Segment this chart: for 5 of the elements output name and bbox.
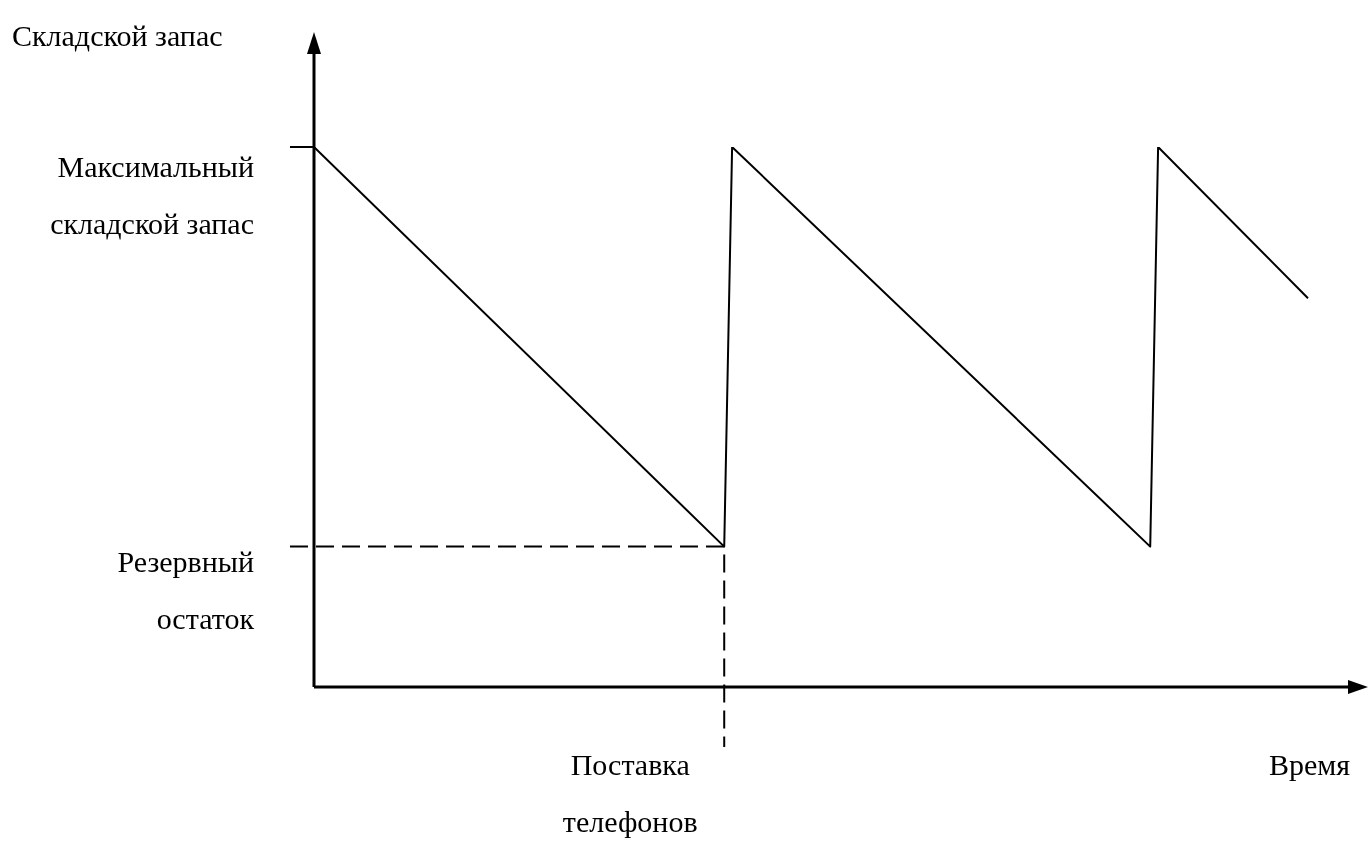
x-axis-title: Время xyxy=(1268,747,1351,781)
y-axis-title: Складской запас xyxy=(12,18,223,52)
text: Поставка телефонов xyxy=(562,747,698,838)
text: Максимальный складской запас xyxy=(50,149,254,240)
ref-line-label: Резервный остаток xyxy=(117,545,255,636)
